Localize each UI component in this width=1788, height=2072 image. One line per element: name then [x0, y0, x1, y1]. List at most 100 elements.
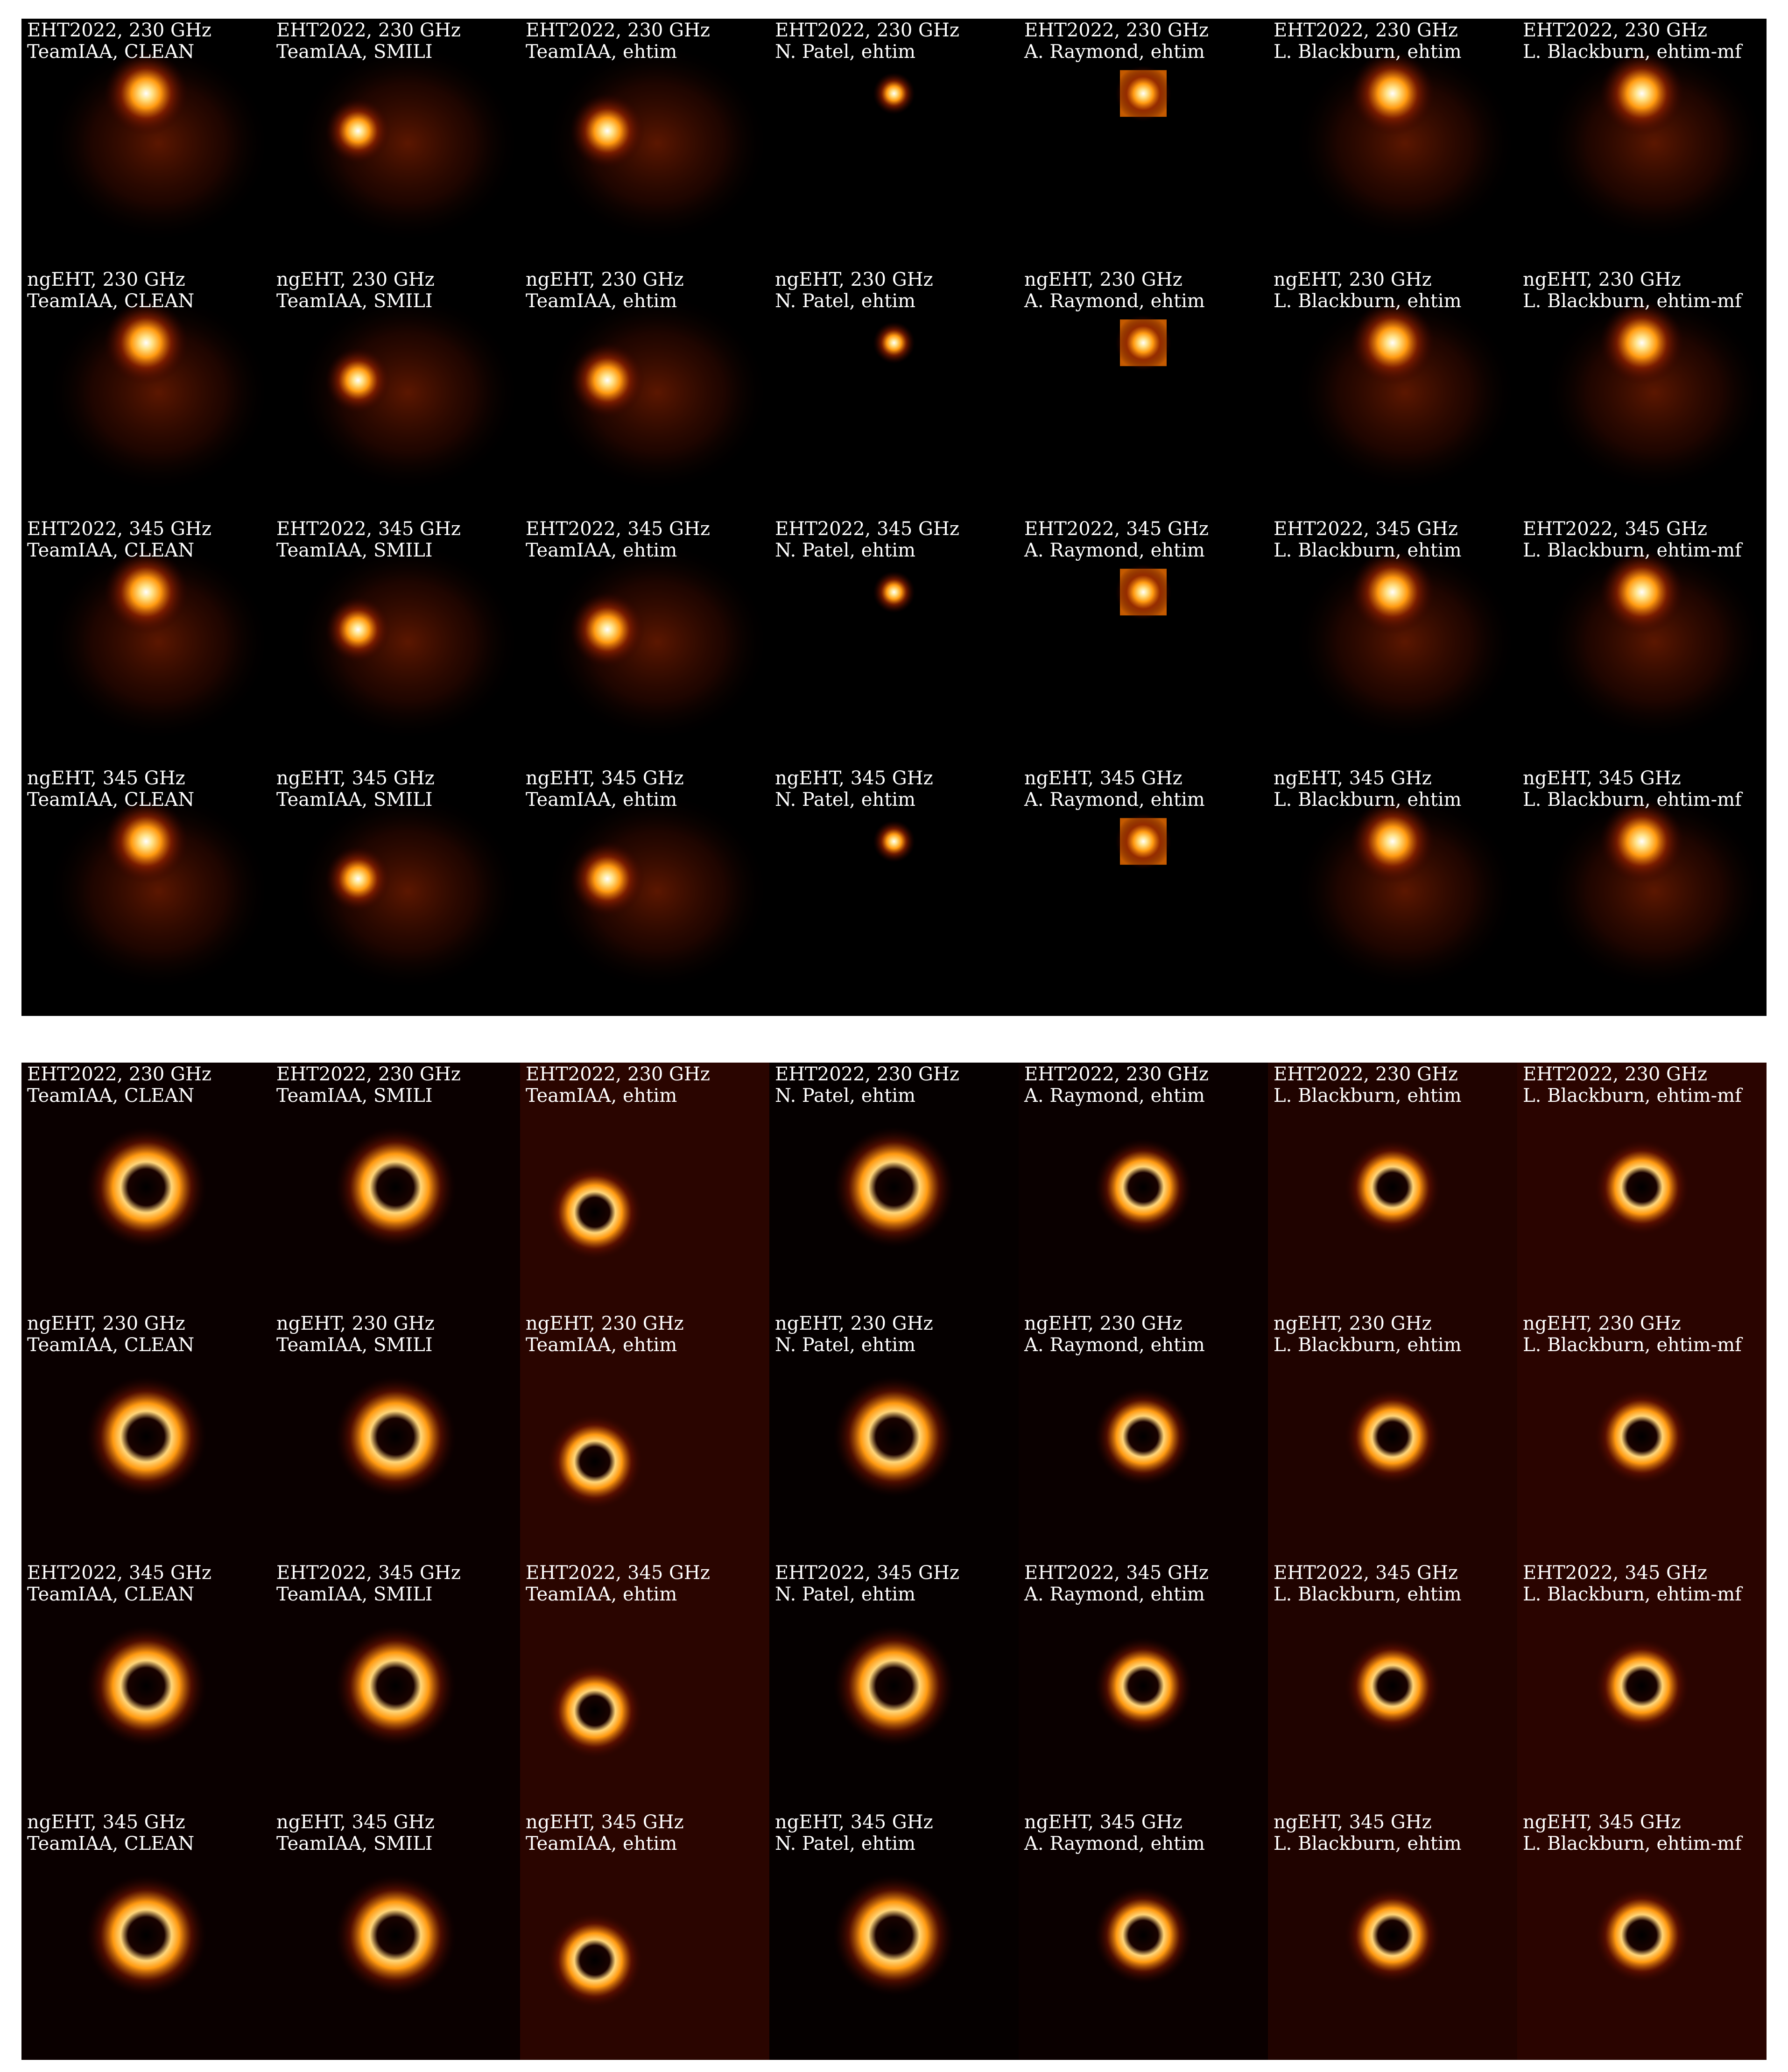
- column-label: A. Raymond, ehtim: [1024, 540, 1205, 561]
- emission-haze: [296, 791, 520, 991]
- column-label: TeamIAA, SMILI: [276, 41, 433, 63]
- column-label: TeamIAA, CLEAN: [27, 540, 194, 561]
- row-label: ngEHT, 345 GHz: [775, 1811, 933, 1833]
- row-label: ngEHT, 345 GHz: [276, 768, 435, 789]
- emission-haze: [296, 542, 520, 742]
- emission-haze: [1542, 293, 1767, 493]
- column-label: L. Blackburn, ehtim-mf: [1523, 1085, 1743, 1106]
- row-label: EHT2022, 230 GHz: [1024, 20, 1209, 41]
- row-label: EHT2022, 345 GHz: [1523, 1562, 1707, 1584]
- emission-blob: [104, 301, 188, 385]
- column-label: TeamIAA, SMILI: [276, 1833, 433, 1854]
- row-label: EHT2022, 230 GHz: [1274, 1064, 1458, 1085]
- column-label: TeamIAA, CLEAN: [27, 1085, 194, 1106]
- row-label: ngEHT, 230 GHz: [1024, 1313, 1183, 1334]
- column-label: TeamIAA, CLEAN: [27, 1584, 194, 1605]
- column-label: TeamIAA, ehtim: [526, 1085, 677, 1106]
- row-label: EHT2022, 345 GHz: [1523, 518, 1707, 540]
- emission-blob: [1600, 301, 1684, 385]
- column-label: TeamIAA, ehtim: [526, 1584, 677, 1605]
- column-label: L. Blackburn, ehtim-mf: [1523, 1833, 1743, 1854]
- column-label: L. Blackburn, ehtim-mf: [1523, 1584, 1743, 1605]
- column-label: TeamIAA, SMILI: [276, 789, 433, 810]
- ring-image: [1344, 1637, 1442, 1735]
- ring-image: [546, 1662, 644, 1760]
- emission-blob: [873, 571, 915, 613]
- column-label: TeamIAA, ehtim: [526, 540, 677, 561]
- row-label: EHT2022, 345 GHz: [27, 1562, 211, 1584]
- emission-blob: [1351, 301, 1435, 385]
- ring-image: [1593, 1637, 1691, 1735]
- column-label: L. Blackburn, ehtim: [1274, 1833, 1462, 1854]
- emission-haze: [545, 43, 769, 243]
- column-label: N. Patel, ehtim: [775, 789, 915, 810]
- column-label: L. Blackburn, ehtim-mf: [1523, 1334, 1743, 1356]
- row-label: ngEHT, 345 GHz: [1024, 768, 1183, 789]
- row-label: EHT2022, 345 GHz: [276, 1562, 461, 1584]
- emission-haze: [1542, 791, 1767, 991]
- ring-image: [1094, 1637, 1192, 1735]
- cell-background: [769, 268, 1019, 517]
- row-label: ngEHT, 230 GHz: [526, 269, 684, 290]
- column-label: TeamIAA, CLEAN: [27, 1334, 194, 1356]
- row-label: EHT2022, 345 GHz: [1024, 1562, 1209, 1584]
- row-label: EHT2022, 230 GHz: [526, 1064, 710, 1085]
- column-label: L. Blackburn, ehtim: [1274, 789, 1462, 810]
- ring-image: [85, 1875, 207, 1996]
- row-label: EHT2022, 230 GHz: [276, 20, 461, 41]
- emission-haze: [545, 542, 769, 742]
- ring-image: [335, 1875, 456, 1996]
- emission-haze: [1293, 791, 1517, 991]
- column-label: TeamIAA, CLEAN: [27, 290, 194, 312]
- row-label: EHT2022, 345 GHz: [1274, 518, 1458, 540]
- ring-image: [1593, 1388, 1691, 1486]
- column-label: TeamIAA, SMILI: [276, 290, 433, 312]
- emission-haze: [1542, 43, 1767, 243]
- row-label: EHT2022, 345 GHz: [1024, 518, 1209, 540]
- column-label: L. Blackburn, ehtim: [1274, 41, 1462, 63]
- row-label: ngEHT, 230 GHz: [526, 1313, 684, 1334]
- column-label: L. Blackburn, ehtim-mf: [1523, 290, 1743, 312]
- column-label: L. Blackburn, ehtim: [1274, 1584, 1462, 1605]
- column-label: TeamIAA, CLEAN: [27, 41, 194, 63]
- emission-blob: [570, 592, 645, 667]
- cell-background: [769, 767, 1019, 1016]
- ring-image: [1593, 1886, 1691, 1984]
- row-label: EHT2022, 345 GHz: [1274, 1562, 1458, 1584]
- emission-haze: [46, 43, 271, 243]
- column-label: A. Raymond, ehtim: [1024, 41, 1205, 63]
- emission-haze: [46, 542, 271, 742]
- row-label: ngEHT, 230 GHz: [1274, 1313, 1432, 1334]
- row-label: ngEHT, 230 GHz: [1274, 269, 1432, 290]
- column-label: TeamIAA, ehtim: [526, 290, 677, 312]
- ring-image: [1094, 1138, 1192, 1236]
- row-label: EHT2022, 345 GHz: [27, 518, 211, 540]
- emission-blob: [1351, 550, 1435, 634]
- emission-blob: [873, 322, 915, 364]
- column-label: L. Blackburn, ehtim-mf: [1523, 789, 1743, 810]
- row-label: ngEHT, 345 GHz: [526, 1811, 684, 1833]
- emission-blob: [1600, 51, 1684, 136]
